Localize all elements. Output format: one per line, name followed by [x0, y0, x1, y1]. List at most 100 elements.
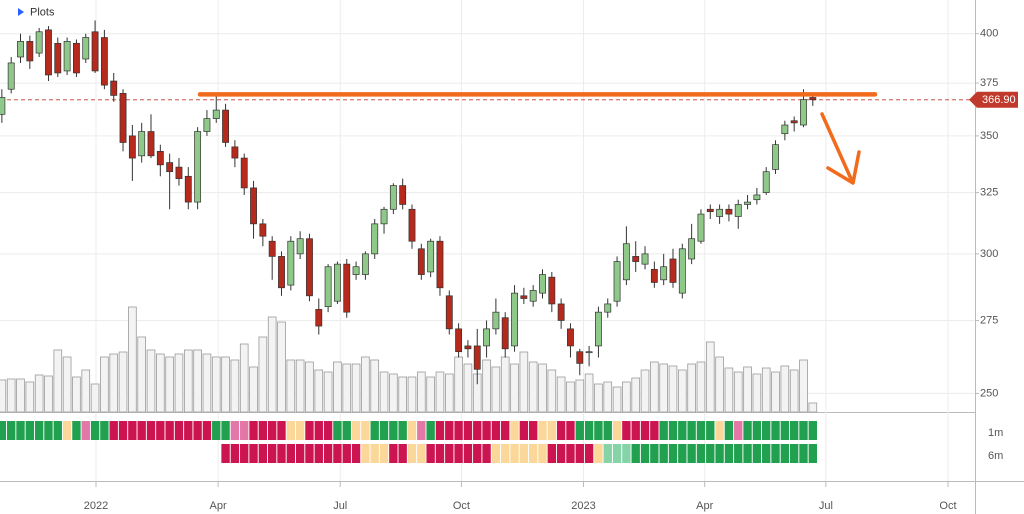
heatmap-cell	[603, 444, 612, 463]
heatmap-cell	[286, 421, 296, 440]
volume-bar	[631, 377, 641, 413]
candle-body	[464, 345, 472, 350]
price-label: 366.90	[982, 94, 1016, 106]
heatmap-cell	[314, 421, 323, 440]
heatmap-cell	[519, 421, 529, 440]
heatmap-cell	[473, 444, 482, 463]
volume-bar	[771, 371, 780, 413]
candle-body	[744, 201, 751, 205]
heatmap-cell	[295, 444, 305, 463]
candle-body	[762, 171, 770, 193]
candle-body	[343, 263, 351, 313]
heatmap-cell	[780, 421, 790, 440]
candle-body	[613, 261, 621, 302]
candle-body	[7, 62, 15, 90]
volume-bar	[808, 402, 818, 413]
volume-bar	[715, 356, 724, 413]
heatmap-cell	[445, 421, 454, 440]
candle-body	[222, 109, 229, 143]
volume-bar	[277, 321, 286, 413]
y-tick-label: 275	[980, 314, 998, 326]
heatmap-cell	[174, 421, 184, 440]
volume-bar	[202, 353, 212, 413]
candle-body	[26, 41, 34, 62]
candle-body	[548, 276, 556, 305]
volume-bar	[128, 306, 137, 413]
heatmap-cell	[398, 444, 407, 463]
x-tick-label: Jul	[819, 500, 833, 512]
heatmap-cell	[650, 444, 659, 463]
x-tick-label: Jul	[333, 500, 347, 512]
heatmap-cell	[556, 444, 566, 463]
y-tick-label: 400	[980, 28, 998, 40]
heatmap-cell	[752, 421, 762, 440]
heatmap-cell	[659, 444, 668, 463]
legend[interactable]: Plots	[18, 6, 55, 18]
volume-bar	[193, 349, 202, 413]
x-tick-label: Oct	[939, 500, 956, 512]
heatmap-cell	[491, 421, 501, 440]
candle-body	[380, 208, 388, 225]
candle-body	[73, 42, 80, 74]
volume-bar	[724, 367, 734, 413]
heatmap-cell	[286, 444, 296, 463]
volume-bar	[547, 369, 557, 413]
volume-bar	[137, 336, 146, 413]
volume-bar	[677, 369, 687, 413]
volume-bar	[659, 363, 668, 413]
volume-bar	[323, 371, 333, 413]
volume-bar	[603, 381, 613, 413]
heatmap-cell	[267, 421, 277, 440]
candle-body	[324, 266, 332, 308]
heatmap-cell	[342, 421, 351, 440]
candle-body	[585, 351, 593, 354]
heatmap-cell	[501, 421, 510, 440]
volume-bar	[258, 336, 268, 413]
heatmap-cell	[575, 421, 584, 440]
x-tick-label: 2022	[84, 500, 108, 512]
heatmap-cell	[678, 421, 687, 440]
candle-body	[678, 248, 686, 294]
volume-bar	[44, 375, 53, 413]
volume-bar	[426, 376, 435, 413]
volume-bar	[333, 361, 342, 413]
candle-body	[483, 328, 490, 347]
candle-body	[389, 185, 397, 210]
volume-bar	[640, 369, 650, 413]
heatmap-cell	[706, 444, 715, 463]
candle-body	[315, 309, 323, 327]
candle-body	[501, 317, 509, 350]
candle-body	[650, 268, 658, 283]
heatmap-cell	[389, 421, 398, 440]
candle-body	[734, 204, 742, 217]
heatmap-cell	[25, 421, 35, 440]
heatmap-cell	[696, 444, 706, 463]
candle-body	[417, 248, 425, 275]
heatmap-cell	[333, 421, 342, 440]
candle-body	[82, 37, 90, 60]
heatmap-cell	[482, 444, 491, 463]
heatmap-cell	[538, 444, 547, 463]
heatmap-cell	[90, 421, 100, 440]
heatmap-cell	[230, 444, 240, 463]
heatmap-cell	[342, 444, 351, 463]
candle-body	[669, 258, 677, 283]
candle-body	[231, 146, 239, 159]
volume-bar	[100, 356, 109, 413]
volume-bar	[156, 353, 165, 413]
volume-bar	[118, 351, 128, 413]
heatmap-cell	[752, 444, 762, 463]
heatmap-cell	[640, 421, 650, 440]
candle-body	[604, 303, 612, 313]
heatmap-cell	[808, 421, 818, 440]
heatmap-cell	[379, 421, 389, 440]
heatmap-cell	[622, 444, 631, 463]
heatmap-cell	[277, 421, 286, 440]
heatmap-cell	[361, 421, 370, 440]
volume-bar	[221, 356, 230, 413]
heatmap-cell	[538, 421, 547, 440]
heatmap-cell	[221, 421, 230, 440]
heatmap-cell	[370, 444, 379, 463]
heatmap-cell	[193, 421, 202, 440]
heatmap-row	[221, 444, 818, 463]
